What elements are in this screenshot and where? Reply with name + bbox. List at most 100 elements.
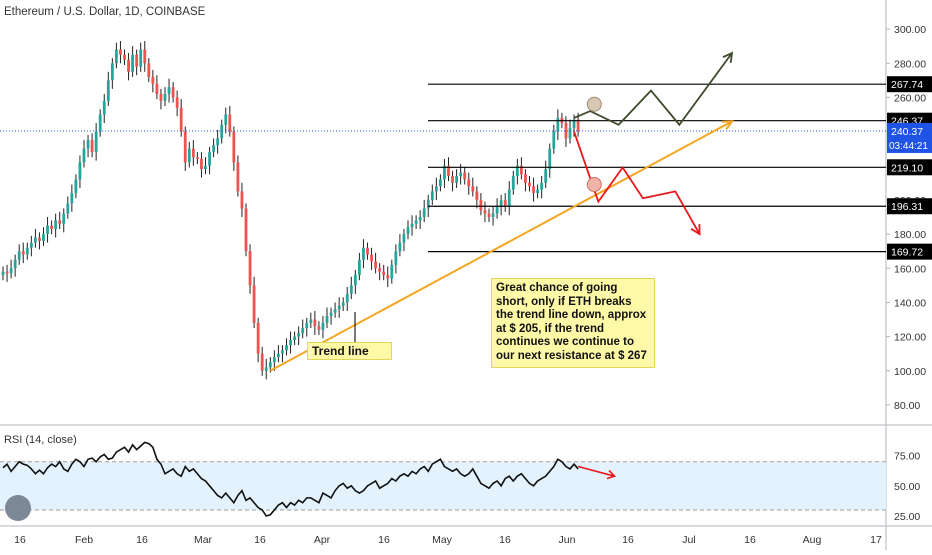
candle-body: [552, 131, 556, 149]
candle-body: [196, 157, 199, 159]
candle-body: [398, 242, 402, 252]
time-tick-label: 16: [136, 534, 148, 546]
rsi-arrow-head: [606, 469, 617, 480]
candle-body: [179, 107, 183, 132]
candle-body: [159, 94, 163, 101]
candle-body: [216, 138, 220, 146]
candle-body: [86, 140, 90, 149]
time-tick-label: Jul: [682, 534, 695, 546]
price-tick-label: 160.00: [894, 263, 926, 275]
candle-body: [515, 165, 519, 176]
candle-body: [163, 94, 167, 101]
candle-body: [467, 179, 471, 187]
candle-body: [38, 237, 41, 241]
candle-body: [155, 83, 159, 94]
candle-body: [167, 87, 171, 94]
candle-body: [29, 242, 33, 248]
candle-body: [127, 59, 130, 72]
candle-body: [491, 213, 495, 217]
candle-body: [309, 319, 313, 323]
candle-body: [301, 328, 305, 334]
candle-body: [483, 210, 487, 214]
candle-body: [370, 254, 373, 262]
candle-body: [378, 268, 382, 272]
candle-body: [293, 336, 296, 340]
level-label-bg: [887, 159, 932, 176]
bear-scenario-path-arrow-head: [690, 224, 701, 236]
candle-body: [333, 309, 337, 313]
level-label-bg: [887, 243, 932, 260]
candle-body: [21, 251, 25, 255]
candle-body: [511, 176, 515, 190]
rsi-tick-label: 25.00: [894, 511, 920, 523]
candle-body: [268, 362, 272, 368]
time-tick-label: 17: [870, 534, 882, 546]
candle-body: [418, 217, 422, 221]
candle-body: [532, 186, 535, 194]
candle-body: [520, 165, 523, 175]
candle-body: [548, 148, 552, 170]
trend-line-label: Trend line: [307, 342, 392, 360]
last-price-label-bg: [887, 122, 932, 153]
candle-body: [353, 275, 357, 286]
level-label: 267.74: [891, 79, 923, 91]
candle-body: [139, 49, 143, 67]
candle-body: [345, 293, 349, 303]
candle-body: [171, 87, 175, 98]
candle-body: [191, 148, 195, 158]
rsi-line: [2, 441, 579, 517]
candle-body: [556, 117, 560, 132]
candle-body: [317, 326, 321, 330]
candle-body: [228, 114, 232, 132]
time-tick-label: 16: [622, 534, 634, 546]
level-label-bg: [887, 198, 932, 215]
candle-body: [402, 234, 406, 243]
candle-body: [248, 251, 252, 286]
candle-body: [151, 76, 155, 84]
candle-body: [414, 220, 418, 224]
candle-body: [110, 63, 114, 81]
rsi-title: RSI (14, close): [4, 434, 77, 446]
candle-body: [362, 247, 365, 260]
price-tick-label: 100.00: [894, 366, 926, 378]
candle-body: [17, 251, 21, 260]
candle-body: [536, 189, 539, 194]
tradingview-logo-icon: [5, 495, 31, 521]
price-tick-label: 140.00: [894, 297, 926, 309]
candle-body: [394, 251, 398, 265]
candle-body: [277, 353, 280, 358]
candle-body: [94, 131, 98, 153]
candle-body: [544, 169, 548, 183]
candle-body: [200, 158, 203, 170]
candle-body: [220, 124, 224, 139]
candle-body: [98, 114, 102, 132]
candle-body: [447, 165, 450, 176]
candle-body: [439, 179, 442, 187]
candle-body: [572, 119, 576, 129]
candle-body: [62, 213, 66, 224]
candle-body: [224, 114, 228, 125]
rsi-tick-label: 50.00: [894, 481, 920, 493]
candle-body: [459, 172, 463, 176]
candle-body: [119, 49, 122, 55]
price-tick-label: 300.00: [894, 24, 926, 36]
candle-body: [443, 165, 446, 180]
candle-body: [487, 213, 491, 217]
candle-body: [204, 165, 207, 170]
time-tick-label: 16: [499, 534, 511, 546]
candle-body: [50, 225, 53, 229]
candle-body: [135, 54, 139, 67]
candle-body: [422, 208, 426, 217]
last-price-label: 240.37: [891, 126, 923, 138]
candle-body: [451, 176, 454, 183]
candle-body: [115, 49, 118, 64]
price-tick-label: 260.00: [894, 92, 926, 104]
time-tick-label: Mar: [194, 534, 213, 546]
candle-body: [499, 199, 503, 207]
candle-body: [297, 333, 301, 337]
rsi-tick-label: 75.00: [894, 451, 920, 463]
candle-body: [325, 316, 329, 323]
chart-title: Ethereum / U.S. Dollar, 1D, COINBASE: [4, 6, 206, 18]
bull-target-marker: [586, 96, 602, 112]
